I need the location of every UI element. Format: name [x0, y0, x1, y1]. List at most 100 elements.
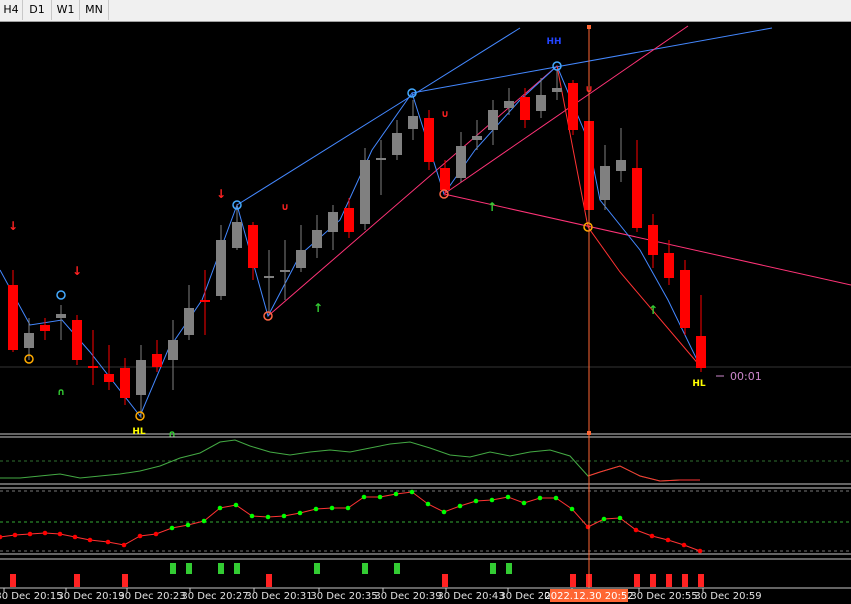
histogram-bar — [74, 574, 80, 587]
candle-body — [392, 133, 402, 155]
oscillator-2-dot — [12, 532, 18, 538]
candle-body — [376, 158, 386, 160]
candle-body — [424, 118, 434, 162]
histogram-bar — [314, 563, 320, 574]
oscillator-2-dot — [0, 534, 3, 540]
oscillator-2-dot — [105, 539, 111, 545]
oscillator-2-dot — [313, 506, 319, 512]
candle-body — [56, 314, 66, 318]
candle-body — [360, 160, 370, 224]
histogram-bar — [570, 574, 576, 587]
swing-label-hl: HL — [692, 379, 706, 389]
histogram-bar — [266, 574, 272, 587]
oscillator-2-dot — [249, 513, 255, 519]
candle-body — [440, 168, 450, 190]
candle-body — [632, 168, 642, 228]
bar-countdown: 00:01 — [730, 370, 762, 383]
candle-body — [168, 340, 178, 360]
candle-body — [648, 225, 658, 255]
oscillator-2-dot — [601, 516, 607, 522]
candle-body — [456, 146, 466, 178]
candle-body — [88, 366, 98, 368]
time-axis-label: 30 Dec 20:19 — [57, 591, 124, 602]
cycle-icon: ∩ — [168, 429, 176, 440]
timeframe-w1-button[interactable]: W1 — [52, 0, 80, 20]
swing-low-marker — [24, 354, 34, 364]
candle-body — [72, 320, 82, 360]
candle-body — [328, 212, 338, 232]
swing-label-hh: HH — [546, 37, 561, 47]
time-axis-label: 30 Dec 20:47 — [499, 591, 566, 602]
swing-low-marker — [439, 189, 449, 199]
oscillator-2-dot — [425, 501, 431, 507]
histogram-bar — [394, 563, 400, 574]
timeframe-toolbar: H4 D1 W1 MN — [0, 0, 851, 22]
support-line — [443, 193, 851, 286]
oscillator-2-dot — [649, 533, 655, 539]
oscillator-2-dot — [457, 503, 463, 509]
oscillator-2-dot — [697, 548, 703, 554]
histogram-bar — [682, 574, 688, 587]
candle-body — [232, 222, 242, 248]
candle-body — [408, 116, 418, 129]
timeframe-h4-button[interactable]: H4 — [0, 0, 23, 20]
histogram-bar — [234, 563, 240, 574]
oscillator-2-dot — [42, 530, 48, 536]
oscillator-2-dot — [441, 509, 447, 515]
timeframe-d1-button[interactable]: D1 — [23, 0, 52, 20]
oscillator-1-down-segment — [587, 465, 700, 482]
oscillator-2-dot — [233, 502, 239, 508]
oscillator-2-dot — [553, 495, 559, 501]
signal-histogram — [10, 563, 704, 587]
candle-body — [136, 360, 146, 395]
histogram-bar — [490, 563, 496, 574]
oscillator-2-dot — [377, 494, 383, 500]
time-axis-label: 30 Dec 20:35 — [310, 591, 377, 602]
candle-body — [600, 166, 610, 200]
oscillator-2-dot — [217, 505, 223, 511]
oscillator-2-dot — [505, 494, 511, 500]
oscillator-2-dot — [72, 534, 78, 540]
histogram-bar — [698, 574, 704, 587]
candle-body — [536, 95, 546, 111]
oscillator-2-dot — [169, 525, 175, 531]
oscillator-2-dot — [265, 514, 271, 520]
time-axis-label: 30 Dec 20:55 — [630, 591, 697, 602]
down-arrow-icon: ↓ — [72, 264, 82, 278]
oscillator-2-dot — [633, 527, 639, 533]
time-axis-label: 30 Dec 20:23 — [118, 591, 185, 602]
down-arrow-icon: ↓ — [8, 219, 18, 233]
oscillator-2-dot — [57, 531, 63, 537]
candle-body — [504, 101, 514, 108]
time-axis-label: 30 Dec 20:43 — [437, 591, 504, 602]
oscillator-2-dot — [153, 531, 159, 537]
candle-body — [312, 230, 322, 248]
price-chart[interactable]: ↓ ↓ ↓ ↑ ↑ ↑ ∩ ∪ ∪ ∪ ∩ HL HH HL 00:01 30 … — [0, 22, 851, 604]
candle-body — [184, 308, 194, 335]
oscillator-2-dot — [537, 495, 543, 501]
oscillator-2-dot — [569, 506, 575, 512]
timeframe-mn-button[interactable]: MN — [80, 0, 109, 20]
oscillator-2-dot — [345, 505, 351, 511]
candle-body — [664, 253, 674, 278]
up-arrow-icon: ↑ — [648, 303, 658, 317]
swing-label-hl: HL — [132, 427, 146, 437]
oscillator-2-dot — [585, 524, 591, 530]
swing-low-marker — [583, 222, 593, 232]
candle-body — [152, 354, 162, 367]
candle-body — [344, 208, 354, 232]
oscillator-2-dot — [409, 489, 415, 495]
candle-body — [280, 270, 290, 272]
time-axis-label: 30 Dec 20:39 — [374, 591, 441, 602]
oscillator-2-dot — [681, 542, 687, 548]
upper-channel-line — [411, 27, 773, 94]
swing-low-marker — [135, 411, 145, 421]
swing-low-marker — [263, 311, 273, 321]
histogram-bar — [10, 574, 16, 587]
lower-channel-line-2 — [443, 25, 689, 195]
oscillator-2-dots — [0, 489, 703, 554]
histogram-bar — [362, 563, 368, 574]
candle-body — [104, 374, 114, 382]
histogram-bar — [170, 563, 176, 574]
time-axis-label: 30 Dec 20:59 — [694, 591, 761, 602]
